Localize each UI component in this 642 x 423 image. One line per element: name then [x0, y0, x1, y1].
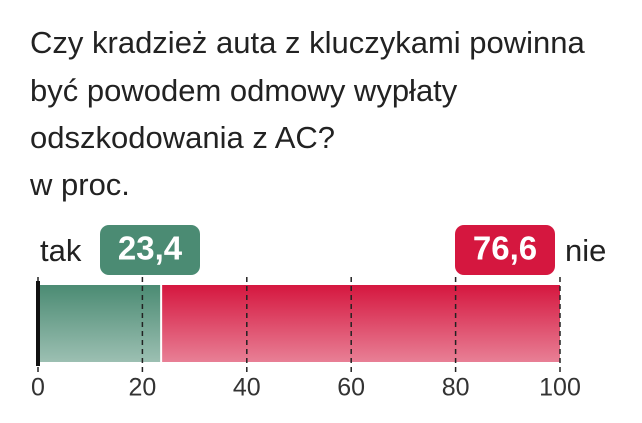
- chart-subtitle: w proc.: [29, 167, 130, 202]
- bar-segment: [38, 285, 161, 362]
- x-tick-label: 80: [442, 374, 470, 402]
- data-label: 76,6: [473, 230, 537, 267]
- bar-segment: [162, 285, 560, 362]
- chart-title-line: odszkodowania z AC?: [30, 120, 335, 155]
- x-tick-label: 60: [337, 374, 365, 402]
- x-tick-label: 20: [128, 374, 156, 402]
- chart-title-line: być powodem odmowy wypłaty: [30, 73, 458, 108]
- legend-label: nie: [565, 233, 606, 268]
- legend-label: tak: [40, 233, 82, 268]
- x-tick-label: 40: [233, 374, 261, 402]
- chart-title-line: Czy kradzież auta z kluczykami powinna: [30, 25, 586, 60]
- x-tick-label: 100: [539, 374, 581, 402]
- x-tick-label: 0: [31, 374, 45, 402]
- data-label: 23,4: [118, 230, 183, 267]
- value-badge: [100, 225, 200, 275]
- value-badge: [455, 225, 555, 275]
